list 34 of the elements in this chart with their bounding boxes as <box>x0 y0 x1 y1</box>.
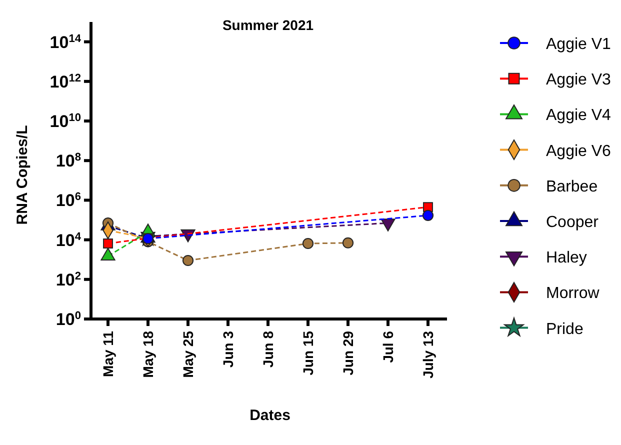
point <box>422 210 434 221</box>
legend-label: Cooper <box>546 214 600 231</box>
x-tick-label: May 11 <box>100 330 116 377</box>
x-tick-label: Jun 15 <box>300 330 316 376</box>
y-tick-label: 10$^{0}$ <box>56 310 81 329</box>
y-axis-title: RNA Copies/L <box>14 125 31 225</box>
point <box>103 238 113 248</box>
legend-label: Haley <box>546 250 587 267</box>
y-tick-label: 10$^{2}$ <box>56 270 81 290</box>
x-axis-title: Dates <box>250 407 290 424</box>
point <box>342 237 354 248</box>
x-tick-label: Jun 3 <box>220 330 236 368</box>
x-tick-label: Jun 8 <box>260 330 276 368</box>
x-tick-label: July 13 <box>420 330 436 378</box>
x-tick-label: Jun 29 <box>340 330 356 376</box>
y-tick-label: 10$^{12}$ <box>50 72 81 92</box>
y-tick-label: 10$^{14}$ <box>50 32 82 52</box>
x-tick-label: May 25 <box>180 330 196 378</box>
legend-label: Aggie V6 <box>546 142 612 160</box>
legend-label: Barbee <box>546 178 598 196</box>
legend-label: Morrow <box>546 285 600 302</box>
chart-title: Summer 2021 <box>222 17 314 33</box>
y-tick-label: 10$^{6}$ <box>56 191 81 210</box>
point <box>182 254 194 266</box>
legend-label: Pride <box>546 320 584 338</box>
legend-label: Aggie V1 <box>546 36 612 53</box>
y-tick-label: 10$^{8}$ <box>56 152 81 171</box>
y-tick-label: 10$^{10}$ <box>50 112 81 131</box>
legend-label: Aggie V3 <box>546 72 612 89</box>
x-tick-label: May 18 <box>140 330 156 378</box>
point <box>302 238 314 250</box>
legend-label: Aggie V4 <box>546 107 612 124</box>
x-tick-label: Jul 6 <box>380 330 396 363</box>
y-tick-label: 10$^{4}$ <box>56 230 82 250</box>
